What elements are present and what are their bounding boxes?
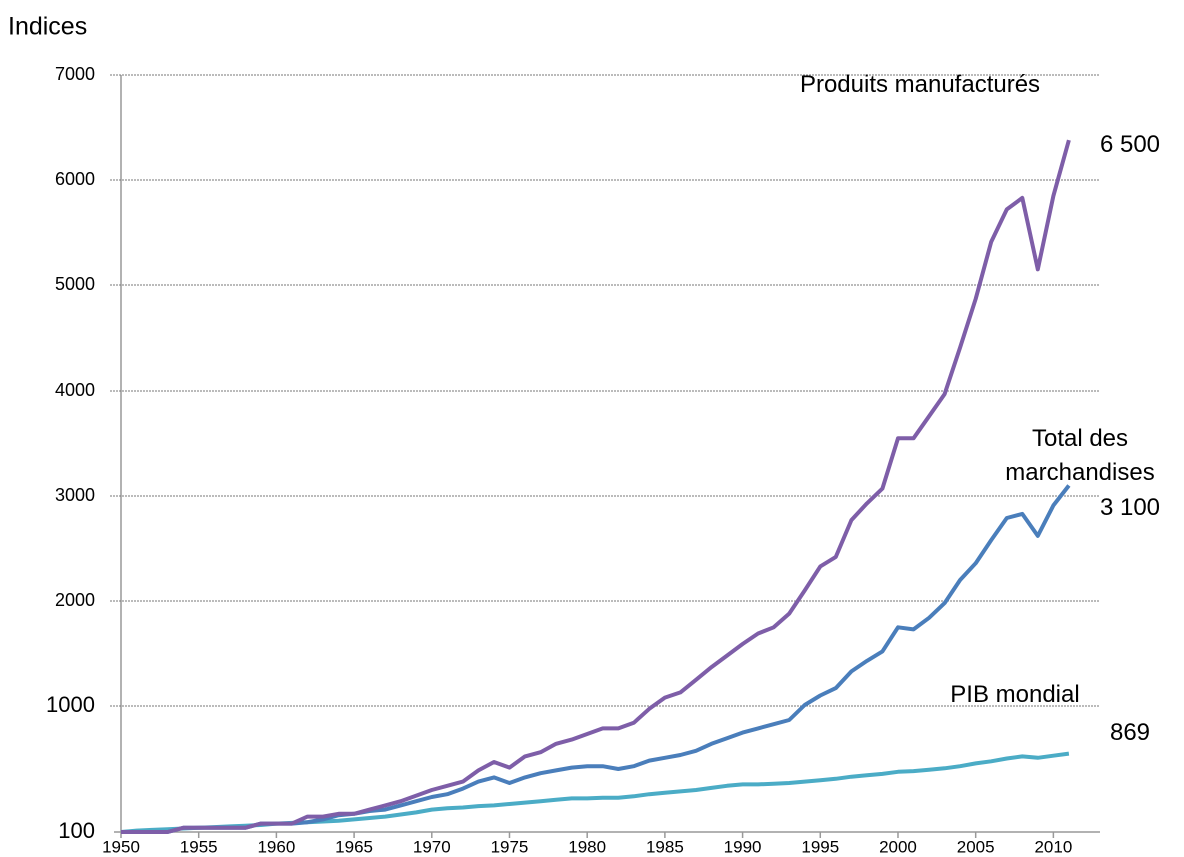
x-tick-label: 2000 [879,837,917,856]
y-tick-label: 1000 [46,692,95,717]
series-label: PIB mondial [950,681,1080,708]
y-tick-label: 7000 [55,64,95,84]
x-tick-label: 2010 [1034,837,1072,856]
y-tick-label: 2000 [55,590,95,610]
y-tick-label: 5000 [55,274,95,294]
series-line [121,484,1071,834]
y-tick-label: 3000 [55,485,95,505]
y-tick-label: 100 [58,818,95,843]
y-axis-title: Indices [8,13,87,41]
series-label: Total des marchandises [1005,425,1155,486]
end-label: 3 100 [1099,494,1161,521]
x-tick-label: 1955 [180,837,218,856]
end-label: 6 500 [1099,131,1161,158]
series-line [121,139,1071,834]
x-tick-label: 1995 [801,837,839,856]
x-tick-label: 1985 [646,837,684,856]
x-tick-label: 1950 [102,837,140,856]
x-tick-label: 1980 [568,837,606,856]
x-tick-label: 1960 [257,837,295,856]
x-tick-label: 2005 [957,837,995,856]
end-label: 869 [1109,719,1151,746]
series-label: Produits manufacturés [799,71,1041,98]
y-tick-label: 6000 [55,169,95,189]
x-tick-label: 1990 [724,837,762,856]
x-tick-label: 1965 [335,837,373,856]
x-tick-label: 1970 [413,837,451,856]
x-tick-label: 1975 [491,837,529,856]
y-tick-label: 4000 [55,380,95,400]
